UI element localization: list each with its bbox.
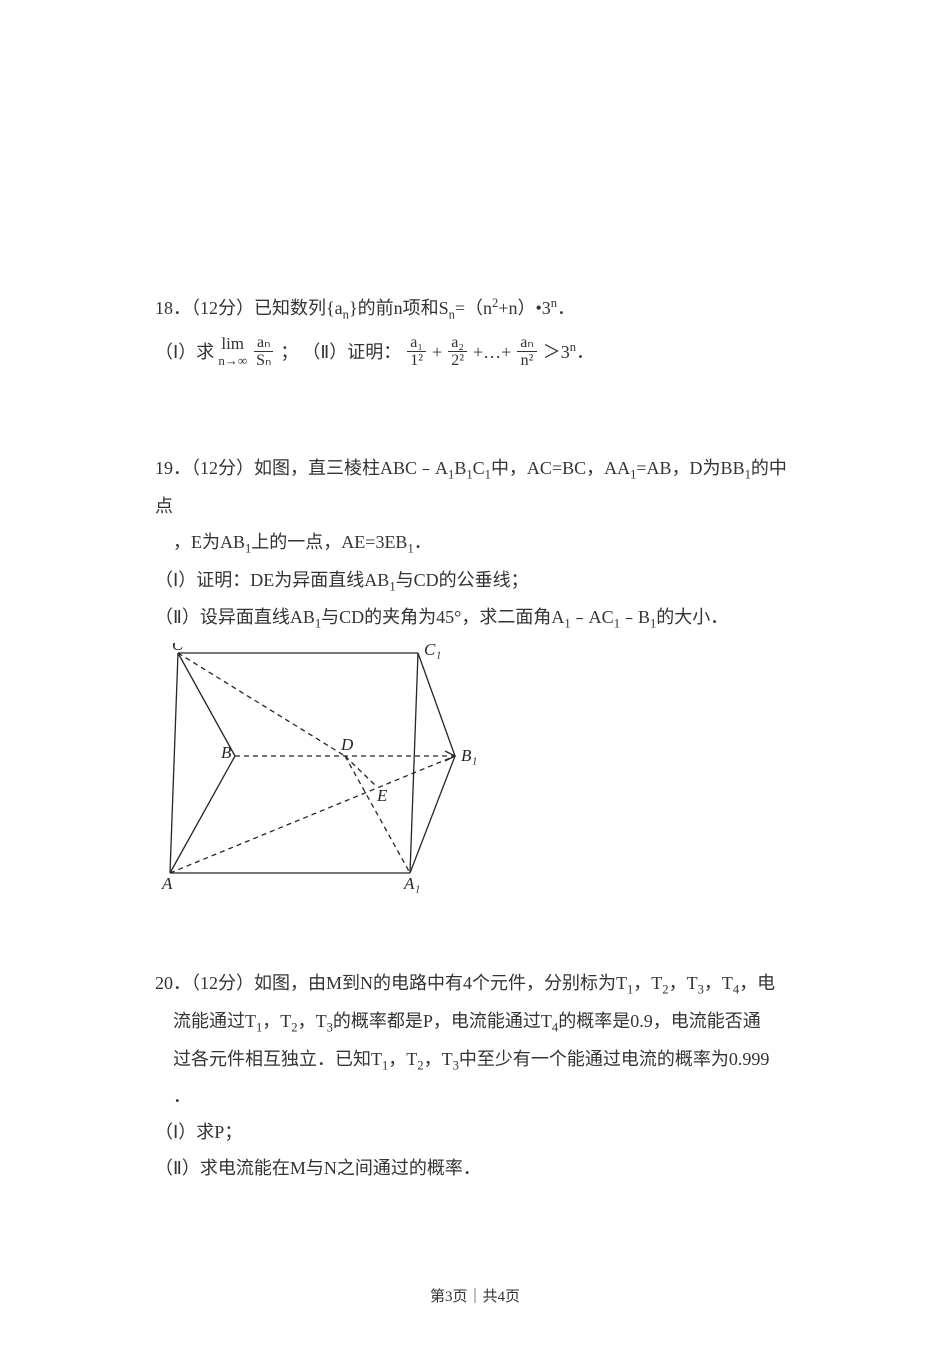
- p20-line6: （Ⅱ）求电流能在M与N之间通过的概率．: [155, 1150, 795, 1186]
- text: ，T: [633, 973, 662, 993]
- text: 中，AC=BC，AA: [491, 458, 630, 478]
- text: ，T: [262, 1011, 291, 1031]
- plus: +…+: [473, 334, 511, 370]
- svg-text:E: E: [376, 786, 388, 805]
- denominator: Sₙ: [253, 352, 274, 370]
- text: }的前n项和S: [349, 298, 449, 318]
- text: +n）•3: [498, 298, 550, 318]
- svg-text:D: D: [340, 735, 354, 754]
- text: C: [473, 458, 485, 478]
- svg-text:B: B: [221, 743, 232, 762]
- separator: ；: [280, 334, 298, 370]
- text: =（n: [455, 298, 492, 318]
- page: 18．（12分）已知数列{an}的前n项和Sn=（n2+n）•3n． （Ⅰ）求 …: [0, 0, 950, 1346]
- gt: ＞3n．: [543, 334, 594, 370]
- text: ．: [557, 298, 575, 318]
- p20-line3: 过各元件相互独立．已知T1，T2，T3中至少有一个能通过电流的概率为0.999: [155, 1041, 795, 1079]
- text: （Ⅰ）证明：DE为异面直线AB: [155, 570, 389, 590]
- text: （Ⅱ）设异面直线AB: [155, 607, 315, 627]
- problem-20: 20．（12分）如图，由M到N的电路中有4个元件，分别标为T1，T2，T3，T4…: [155, 965, 795, 1186]
- p19-line1: 19．（12分）如图，直三棱柱ABC﹣A1B1C1中，AC=BC，AA1=AB，…: [155, 450, 795, 524]
- p20-line2: 流能通过T1，T2，T3的概率都是P，电流能通过T4的概率是0.9，电流能否通: [155, 1003, 795, 1041]
- p19-line2: ，E为AB1上的一点，AE=3EB1．: [155, 524, 795, 562]
- text: ，电: [739, 973, 775, 993]
- lim-top: lim: [221, 335, 244, 354]
- part2-label: （Ⅱ）证明：: [302, 334, 401, 370]
- p19-line3: （Ⅰ）证明：DE为异面直线AB1与CD的公垂线；: [155, 562, 795, 600]
- svg-text:B₁: B₁: [461, 746, 477, 765]
- text: 18．（12分）已知数列{a: [155, 298, 343, 318]
- limit: lim n→∞: [218, 335, 247, 368]
- text: =AB，D为BB: [636, 458, 744, 478]
- text: ＞3: [543, 342, 570, 362]
- plus: +: [432, 334, 442, 370]
- p20-line4: ．: [155, 1078, 795, 1114]
- lim-bot: n→∞: [218, 354, 247, 368]
- text: 过各元件相互独立．已知T: [173, 1049, 382, 1069]
- numerator: aₙ: [517, 334, 536, 353]
- p18-parts: （Ⅰ）求 lim n→∞ aₙ Sₙ ； （Ⅱ）证明： a₁ 1² + a₂ 2…: [155, 334, 795, 370]
- text: 流能通过T: [173, 1011, 256, 1031]
- text: ．: [576, 342, 594, 362]
- text: ，T: [298, 1011, 327, 1031]
- p19-line4: （Ⅱ）设异面直线AB1与CD的夹角为45°，求二面角A1﹣AC1﹣B1的大小．: [155, 599, 795, 637]
- prism-diagram: C C₁ B D B₁ E A A₁: [160, 643, 795, 905]
- numerator: a₁: [407, 334, 426, 353]
- text: ，T: [669, 973, 698, 993]
- svg-text:A₁: A₁: [403, 874, 420, 893]
- numerator: aₙ: [254, 334, 273, 353]
- text: ．: [414, 532, 432, 552]
- fraction: aₙ Sₙ: [253, 334, 274, 370]
- denominator: 1²: [407, 352, 426, 370]
- text: 中至少有一个能通过电流的概率为0.999: [459, 1049, 770, 1069]
- denominator: n²: [518, 352, 537, 370]
- text: 19．（12分）如图，直三棱柱ABC﹣A: [155, 458, 448, 478]
- p18-header: 18．（12分）已知数列{an}的前n项和Sn=（n2+n）•3n．: [155, 290, 795, 328]
- svg-text:C: C: [172, 643, 184, 654]
- text: 上的一点，AE=3EB: [251, 532, 407, 552]
- text: ，T: [388, 1049, 417, 1069]
- p20-line1: 20．（12分）如图，由M到N的电路中有4个元件，分别标为T1，T2，T3，T4…: [155, 965, 795, 1003]
- p20-line5: （Ⅰ）求P；: [155, 1114, 795, 1150]
- text: 的概率是0.9，电流能否通: [558, 1011, 761, 1031]
- text: B: [454, 458, 466, 478]
- text: ，E为AB: [173, 532, 245, 552]
- text: ﹣B: [620, 607, 650, 627]
- problem-18: 18．（12分）已知数列{an}的前n项和Sn=（n2+n）•3n． （Ⅰ）求 …: [155, 290, 795, 370]
- fraction: a₁ 1²: [407, 334, 426, 370]
- page-footer: 第3页｜共4页: [0, 1285, 950, 1306]
- svg-text:A: A: [161, 874, 173, 893]
- numerator: a₂: [448, 334, 467, 353]
- denominator: 2²: [448, 352, 467, 370]
- fraction: a₂ 2²: [448, 334, 467, 370]
- prism-svg: C C₁ B D B₁ E A A₁: [160, 643, 490, 893]
- text: ，T: [424, 1049, 453, 1069]
- part1-label: （Ⅰ）求: [155, 334, 214, 370]
- fraction: aₙ n²: [517, 334, 536, 370]
- text: ﹣AC: [571, 607, 614, 627]
- text: 与CD的夹角为45°，求二面角A: [321, 607, 564, 627]
- problem-19: 19．（12分）如图，直三棱柱ABC﹣A1B1C1中，AC=BC，AA1=AB，…: [155, 450, 795, 905]
- text: 与CD的公垂线；: [396, 570, 529, 590]
- text: ，T: [704, 973, 733, 993]
- text: 的概率都是P，电流能通过T: [333, 1011, 552, 1031]
- text: 的大小．: [656, 607, 728, 627]
- svg-text:C₁: C₁: [424, 643, 441, 659]
- text: 20．（12分）如图，由M到N的电路中有4个元件，分别标为T: [155, 973, 627, 993]
